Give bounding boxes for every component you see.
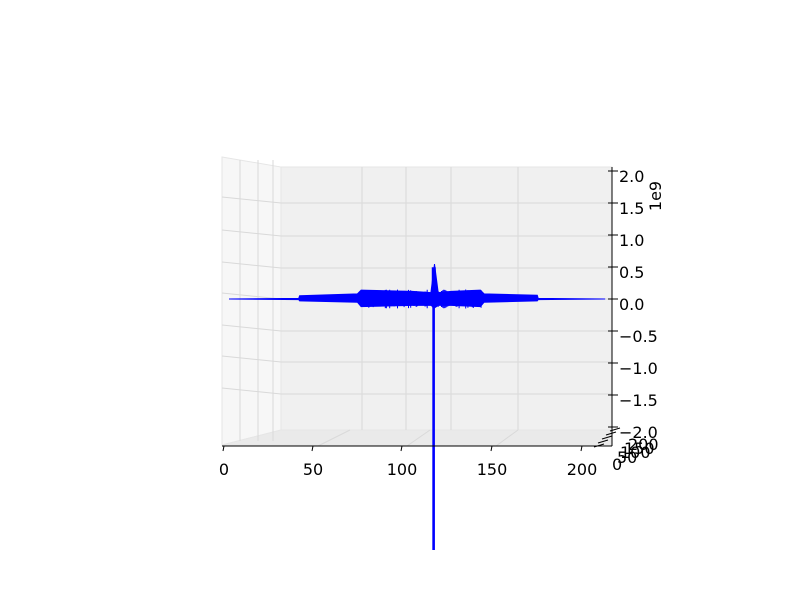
floor-pane xyxy=(221,429,613,447)
y-tick-mark xyxy=(609,427,621,432)
x-tick-label: 150 xyxy=(477,460,508,479)
grid-line-z-side xyxy=(221,324,282,332)
grid-line-z-side xyxy=(221,261,282,269)
y-tick-label: 50 xyxy=(617,448,637,467)
z-tick-label: −1.0 xyxy=(619,359,658,378)
y-tick-mark xyxy=(601,435,613,440)
z-axis-offset-label: 1e9 xyxy=(646,181,665,211)
grid-line-z-side xyxy=(221,355,282,363)
y-tick-label: 100 xyxy=(620,443,651,462)
z-axis-ticks: −2.0 −1.5 −1.0 −0.5 0.0 0.5 1.0 1.5 2.0 xyxy=(608,167,658,442)
grid-line-z-side xyxy=(221,229,282,237)
x-tick-label: 200 xyxy=(567,460,598,479)
surface-spike-up xyxy=(431,267,436,299)
y-tick-mark xyxy=(593,443,605,448)
x-tick-mark xyxy=(490,445,493,452)
grid-line-floor xyxy=(495,429,519,447)
x-tick-label: 50 xyxy=(303,460,323,479)
surface-envelope xyxy=(228,264,606,309)
y-tick-mark xyxy=(605,431,617,436)
surface-spike-down xyxy=(432,299,435,550)
surface-noise xyxy=(360,289,483,309)
grid-line-floor xyxy=(317,429,351,447)
z-tick-label: −0.5 xyxy=(619,327,658,346)
z-tick-label: 1.5 xyxy=(619,199,644,218)
grid-line-z-side xyxy=(221,387,282,395)
y-tick-mark xyxy=(597,439,609,444)
y-tick-label: 150 xyxy=(624,439,655,458)
z-tick-label: 2.0 xyxy=(619,167,644,186)
x-tick-mark xyxy=(311,445,314,452)
z-tick-label: −1.5 xyxy=(619,391,658,410)
x-tick-mark xyxy=(400,445,403,452)
y-tick-label: 0 xyxy=(612,455,622,474)
z-tick-label: 0.0 xyxy=(619,295,644,314)
x-tick-mark xyxy=(222,445,225,452)
x-tick-label: 0 xyxy=(219,460,229,479)
grid-line-floor xyxy=(406,429,431,447)
x-axis-ticks: 0 50 100 150 200 xyxy=(219,445,598,479)
z-tick-label: 0.5 xyxy=(619,263,644,282)
x-tick-mark xyxy=(580,445,583,452)
y-tick-label: 200 xyxy=(628,435,659,454)
x-tick-label: 100 xyxy=(387,460,418,479)
surface-series xyxy=(228,264,606,550)
z-tick-label: −2.0 xyxy=(619,423,658,442)
z-tick-label: 1.0 xyxy=(619,231,644,250)
grid-line-z-side xyxy=(221,196,282,204)
grid-line-z-side xyxy=(221,292,282,300)
